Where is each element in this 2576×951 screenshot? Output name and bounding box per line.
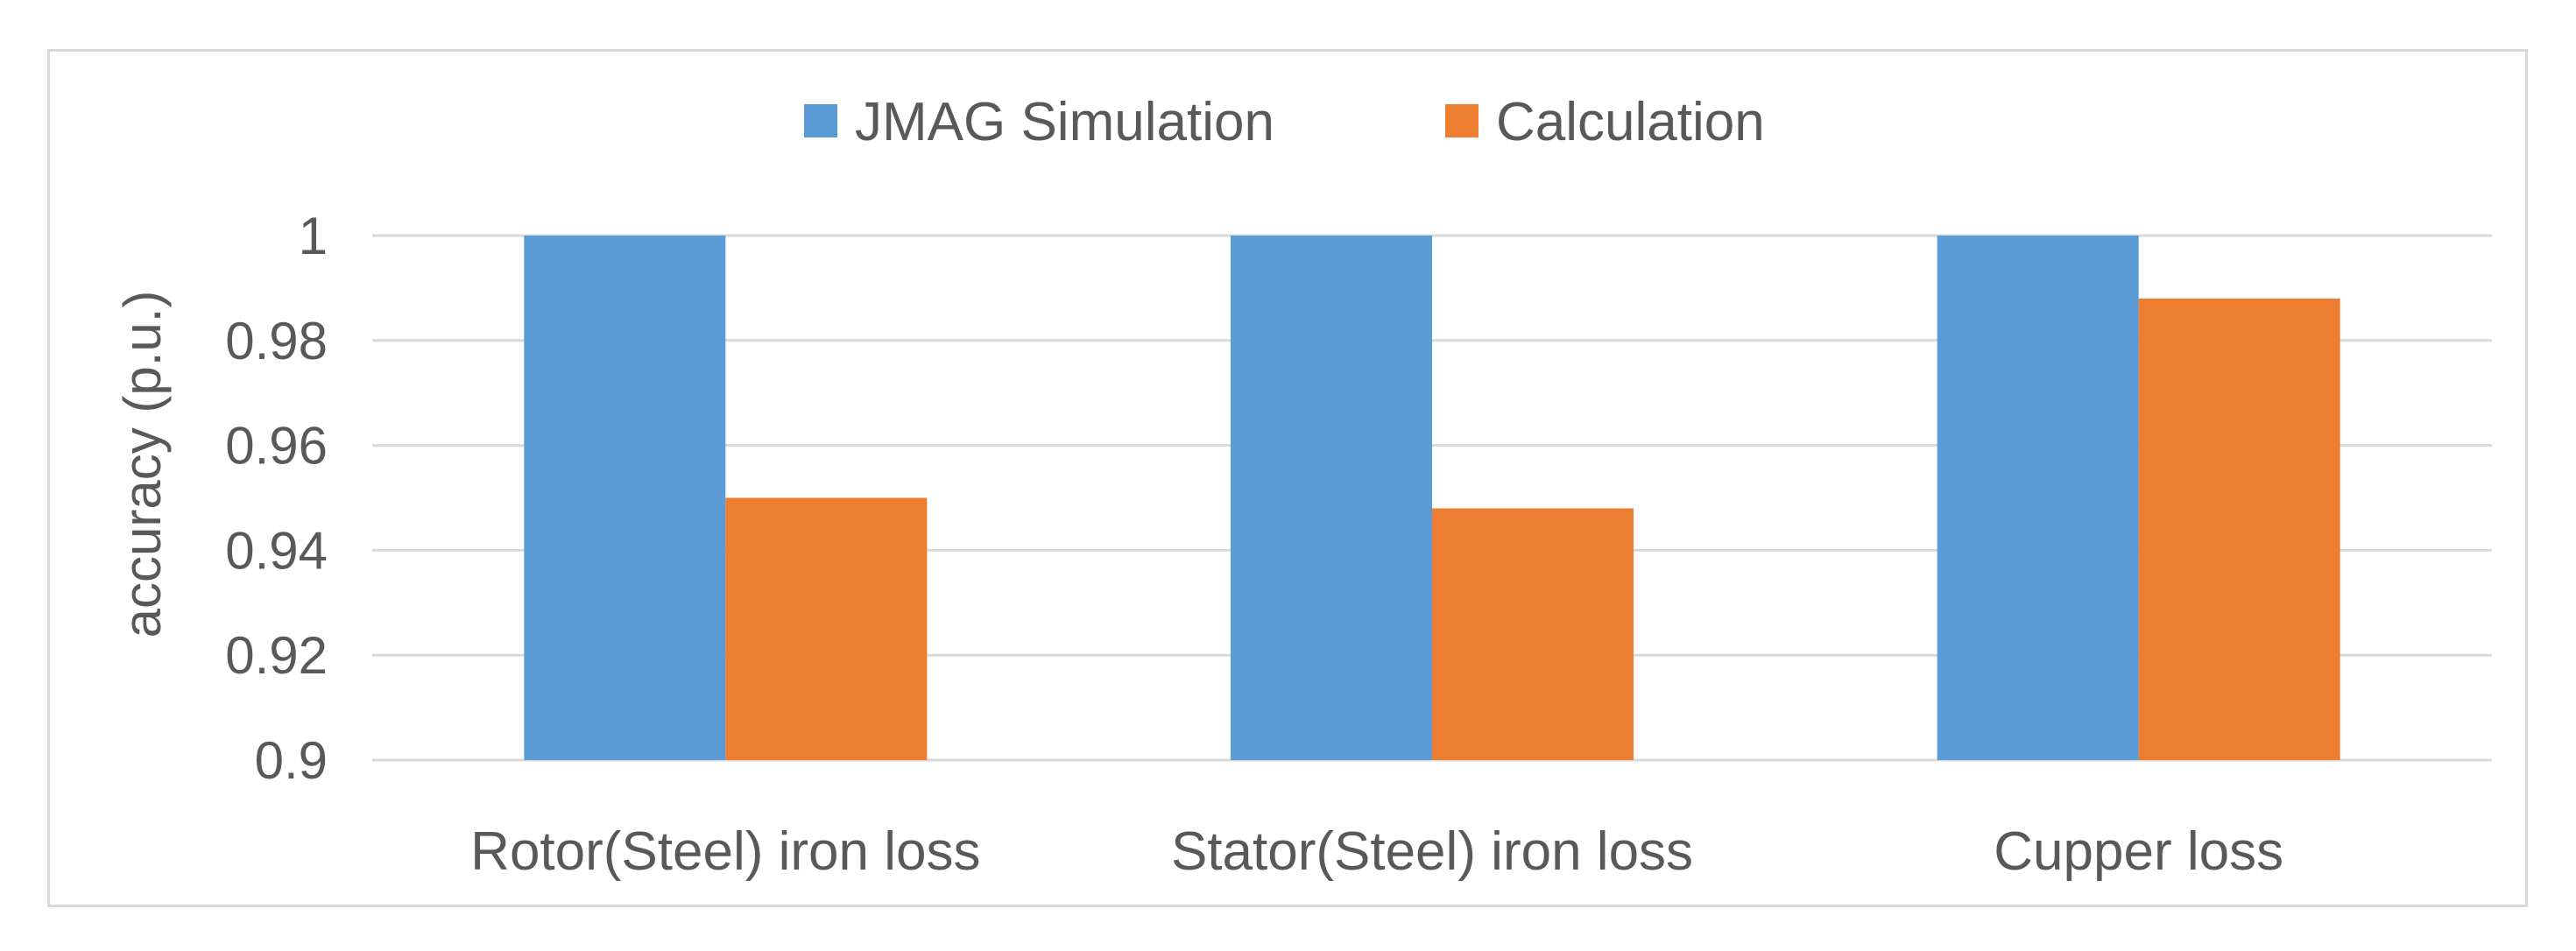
legend-label: Calculation xyxy=(1496,92,1765,152)
y-tick-label: 0.98 xyxy=(225,312,328,370)
bar-calculation xyxy=(2138,298,2340,760)
bars xyxy=(524,236,2340,760)
legend-swatch xyxy=(804,104,837,137)
x-axis-categories: Rotor(Steel) iron loss Stator(Steel) iron… xyxy=(470,821,2283,882)
x-category-label: Rotor(Steel) iron loss xyxy=(470,821,980,882)
legend-label: JMAG Simulation xyxy=(855,92,1274,152)
bar-calculation xyxy=(725,497,928,760)
y-tick-label: 0.94 xyxy=(225,521,328,580)
legend: JMAG Simulation Calculation xyxy=(804,92,1765,152)
y-tick-label: 0.9 xyxy=(255,731,328,790)
y-tick-label: 1 xyxy=(299,207,328,265)
y-tick-label: 0.96 xyxy=(225,417,328,476)
y-tick-label: 0.92 xyxy=(225,626,328,685)
y-axis-ticks: 0.9 0.92 0.94 0.96 0.98 1 xyxy=(225,207,328,790)
bar-jmag-simulation xyxy=(524,236,726,760)
bar-jmag-simulation xyxy=(1231,236,1432,760)
y-axis-label: accuracy (p.u.) xyxy=(113,291,172,638)
bar-jmag-simulation xyxy=(1937,236,2139,760)
x-category-label: Cupper loss xyxy=(1994,821,2283,882)
bar-calculation xyxy=(1432,508,1634,760)
legend-swatch xyxy=(1445,104,1479,137)
x-category-label: Stator(Steel) iron loss xyxy=(1171,821,1693,882)
